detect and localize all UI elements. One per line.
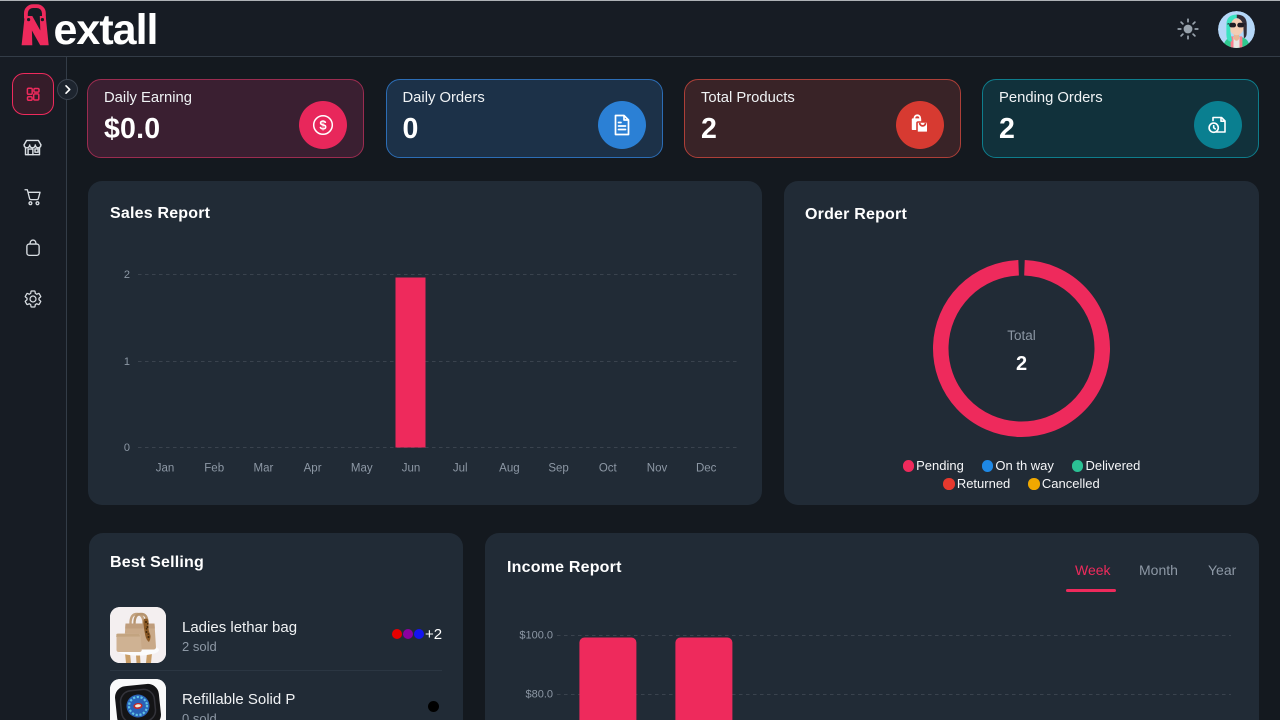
svg-text:Apr: Apr <box>304 463 322 475</box>
svg-text:May: May <box>351 463 373 475</box>
svg-text:$100.0: $100.0 <box>519 630 553 642</box>
svg-text:0: 0 <box>124 442 130 454</box>
svg-text:Dec: Dec <box>696 463 717 475</box>
svg-text:$80.0: $80.0 <box>525 689 553 701</box>
svg-text:Mar: Mar <box>253 463 273 475</box>
svg-text:Jun: Jun <box>402 463 421 475</box>
svg-text:$: $ <box>319 118 327 133</box>
svg-text:Oct: Oct <box>599 463 618 475</box>
svg-text:Feb: Feb <box>204 463 224 475</box>
svg-text:2: 2 <box>124 269 130 281</box>
svg-text:Sep: Sep <box>548 463 568 475</box>
svg-text:Nov: Nov <box>647 463 668 475</box>
svg-text:Jan: Jan <box>156 463 175 475</box>
svg-text:Aug: Aug <box>499 463 519 475</box>
svg-text:1: 1 <box>124 356 130 368</box>
svg-text:Jul: Jul <box>453 463 468 475</box>
svg-text:2: 2 <box>1016 353 1027 375</box>
svg-text:Total: Total <box>1007 328 1036 343</box>
